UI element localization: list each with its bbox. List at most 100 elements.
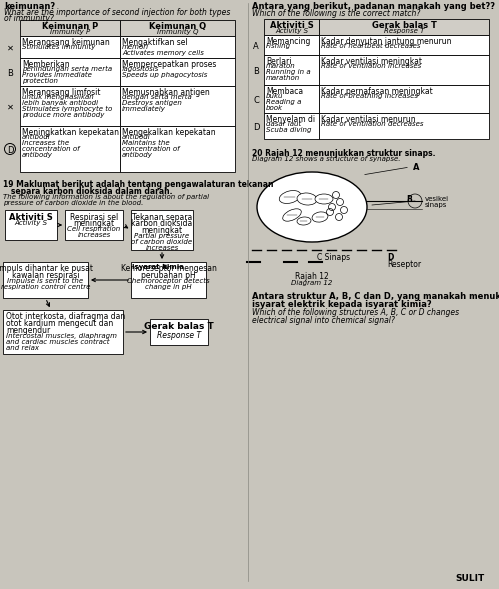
Bar: [120, 86, 235, 126]
Bar: [120, 126, 235, 172]
Text: Reading a: Reading a: [266, 99, 301, 105]
Text: marathon: marathon: [266, 75, 300, 81]
Text: Mengekalkan kepekatan: Mengekalkan kepekatan: [122, 128, 216, 137]
Text: and relax: and relax: [6, 345, 39, 351]
Text: D: D: [387, 253, 393, 262]
Text: Activates memory cells: Activates memory cells: [122, 50, 204, 56]
Text: keimunan?: keimunan?: [4, 2, 55, 11]
Text: Reseptor: Reseptor: [387, 260, 421, 269]
Text: Merangsang keimunan: Merangsang keimunan: [22, 38, 110, 47]
Text: Cell respiration: Cell respiration: [67, 226, 121, 232]
Text: karbon dioksida: karbon dioksida: [131, 219, 193, 228]
Text: D: D: [7, 146, 13, 155]
Bar: [120, 36, 235, 58]
Text: Which of the following structures A, B, C or D changes: Which of the following structures A, B, …: [252, 308, 459, 317]
Text: protection: protection: [22, 78, 58, 84]
Text: Which of the following is the correct match?: Which of the following is the correct ma…: [252, 9, 420, 18]
Bar: [20, 36, 120, 58]
Text: B: B: [7, 69, 13, 78]
Text: Maintains the: Maintains the: [122, 140, 170, 146]
Text: Destroys antigen: Destroys antigen: [122, 100, 182, 106]
Bar: [264, 55, 319, 85]
Text: SULIT: SULIT: [455, 574, 484, 583]
Bar: [3, 262, 88, 298]
Text: Otot interkosta, diafragma dan: Otot interkosta, diafragma dan: [6, 312, 125, 321]
Text: concentration of: concentration of: [22, 146, 80, 152]
Bar: [131, 262, 206, 298]
Bar: [131, 210, 193, 250]
Bar: [264, 35, 319, 55]
Text: perubahan pH: perubahan pH: [141, 271, 196, 280]
Bar: [5, 210, 57, 240]
Bar: [264, 85, 319, 113]
Text: Kemoreseptor mengesan: Kemoreseptor mengesan: [121, 264, 217, 273]
Text: Rate of ventilation decreases: Rate of ventilation decreases: [321, 121, 424, 127]
Bar: [20, 58, 120, 86]
Text: C Sinaps: C Sinaps: [317, 253, 350, 262]
Text: and cardiac muscles contract: and cardiac muscles contract: [6, 339, 109, 345]
Text: separa karbon dioksida dalam darah.: separa karbon dioksida dalam darah.: [3, 187, 173, 196]
Text: perlindungan serta merta: perlindungan serta merta: [22, 66, 112, 72]
Text: Keimunan P: Keimunan P: [42, 22, 98, 31]
Text: isyarat elektrik kepada isyarat kimia?: isyarat elektrik kepada isyarat kimia?: [252, 300, 432, 309]
Text: Mempercepatkan proses: Mempercepatkan proses: [122, 60, 217, 69]
Text: Activity S: Activity S: [275, 28, 308, 34]
Bar: [264, 113, 319, 139]
Text: increases: increases: [77, 232, 111, 238]
Text: Rate of breathing increases: Rate of breathing increases: [321, 93, 418, 99]
Text: change in pH: change in pH: [145, 284, 192, 290]
Text: Antara struktur A, B, C dan D, yang manakah menukarkan: Antara struktur A, B, C dan D, yang mana…: [252, 292, 499, 301]
Text: Diagram 12: Diagram 12: [291, 280, 333, 286]
Text: Stimulates lymphocyte to: Stimulates lymphocyte to: [22, 106, 112, 112]
Bar: [319, 19, 489, 35]
Text: D: D: [253, 123, 259, 132]
Text: Running in a: Running in a: [266, 69, 310, 75]
Text: C: C: [253, 96, 259, 105]
Text: increases: increases: [145, 245, 179, 251]
Text: concentration of: concentration of: [122, 146, 180, 152]
Text: Tekanan separa: Tekanan separa: [132, 213, 192, 222]
Text: of carbon dioxide: of carbon dioxide: [131, 239, 193, 245]
Text: Kadar ventilasi menurun: Kadar ventilasi menurun: [321, 115, 416, 124]
Text: ✕: ✕: [6, 44, 13, 53]
Text: Activity S: Activity S: [14, 220, 47, 226]
Bar: [120, 20, 235, 36]
Text: 20 Rajah 12 menunjukkan struktur sinaps.: 20 Rajah 12 menunjukkan struktur sinaps.: [252, 149, 436, 158]
Text: Mengaktifkan sel: Mengaktifkan sel: [122, 38, 188, 47]
Text: Gerak balas T: Gerak balas T: [144, 322, 214, 331]
Bar: [319, 55, 489, 85]
Text: Memberikan: Memberikan: [22, 60, 70, 69]
Bar: [20, 126, 120, 172]
Bar: [319, 113, 489, 139]
Text: Berlari: Berlari: [266, 57, 291, 66]
Text: meningkat: meningkat: [73, 219, 115, 228]
Text: Membaca: Membaca: [266, 87, 303, 96]
Text: Merangsang limfosit: Merangsang limfosit: [22, 88, 100, 97]
Ellipse shape: [283, 209, 301, 221]
Text: Response T: Response T: [384, 28, 424, 34]
Text: Menyelam di: Menyelam di: [266, 115, 315, 124]
Text: Stimulates immunity: Stimulates immunity: [22, 44, 95, 50]
Text: 19 Maklumat berikut adalah tentang pengawalaturan tekanan: 19 Maklumat berikut adalah tentang penga…: [3, 180, 273, 189]
Text: Impuls dihantar ke pusat: Impuls dihantar ke pusat: [0, 264, 93, 273]
Text: Rate of heartbeat decreases: Rate of heartbeat decreases: [321, 43, 421, 49]
Text: Response T: Response T: [157, 331, 201, 340]
Text: Immunity Q: Immunity Q: [157, 29, 198, 35]
Bar: [20, 86, 120, 126]
Text: Memancing: Memancing: [266, 37, 310, 46]
Bar: [264, 19, 319, 35]
Bar: [150, 319, 208, 345]
Ellipse shape: [312, 212, 328, 222]
Text: Rate of ventilation increases: Rate of ventilation increases: [321, 63, 421, 69]
Text: electrical signal into chemical signal?: electrical signal into chemical signal?: [252, 316, 395, 325]
Text: Kadar denyutan jantung menurun: Kadar denyutan jantung menurun: [321, 37, 452, 46]
Text: Immunity P: Immunity P: [50, 29, 90, 35]
Text: Chemoroceptor detects: Chemoroceptor detects: [127, 278, 210, 284]
Text: sinaps: sinaps: [425, 202, 448, 208]
Bar: [136, 262, 181, 272]
Text: Kadar ventilasi meningkat: Kadar ventilasi meningkat: [321, 57, 422, 66]
Text: untuk menghasilkan: untuk menghasilkan: [22, 94, 94, 100]
Text: The following information is about the regulation of partial: The following information is about the r…: [3, 194, 209, 200]
Text: otot kardium mengecut dan: otot kardium mengecut dan: [6, 319, 113, 328]
Bar: [3, 310, 123, 354]
